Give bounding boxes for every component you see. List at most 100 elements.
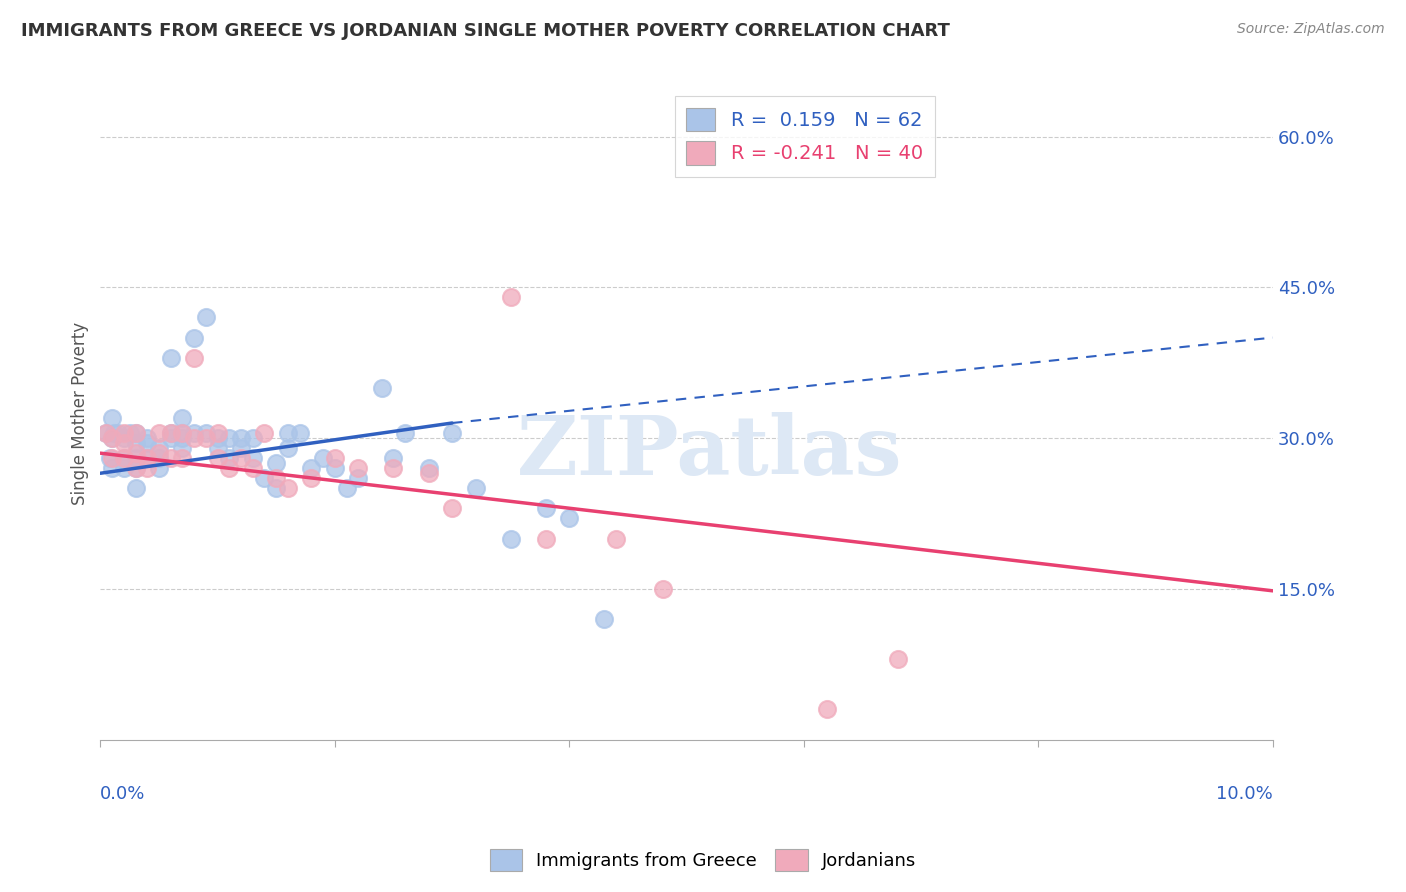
Point bbox=[172, 451, 194, 466]
Point bbox=[159, 425, 181, 440]
Point bbox=[172, 411, 194, 425]
Point bbox=[218, 451, 240, 466]
Point bbox=[394, 425, 416, 440]
Point bbox=[335, 481, 357, 495]
Point bbox=[112, 431, 135, 445]
Point bbox=[499, 290, 522, 304]
Point bbox=[194, 425, 217, 440]
Point bbox=[242, 431, 264, 445]
Point bbox=[253, 471, 276, 485]
Point bbox=[229, 431, 252, 445]
Point bbox=[288, 425, 311, 440]
Point bbox=[112, 461, 135, 475]
Point bbox=[124, 451, 146, 466]
Point bbox=[101, 431, 124, 445]
Point bbox=[299, 471, 322, 485]
Point bbox=[136, 461, 159, 475]
Point bbox=[124, 446, 146, 460]
Point bbox=[194, 310, 217, 325]
Point bbox=[264, 456, 287, 470]
Point bbox=[371, 381, 394, 395]
Point bbox=[418, 461, 440, 475]
Point bbox=[264, 471, 287, 485]
Point bbox=[124, 481, 146, 495]
Point bbox=[253, 425, 276, 440]
Point bbox=[148, 461, 170, 475]
Text: Source: ZipAtlas.com: Source: ZipAtlas.com bbox=[1237, 22, 1385, 37]
Point bbox=[172, 425, 194, 440]
Point bbox=[124, 461, 146, 475]
Text: IMMIGRANTS FROM GREECE VS JORDANIAN SINGLE MOTHER POVERTY CORRELATION CHART: IMMIGRANTS FROM GREECE VS JORDANIAN SING… bbox=[21, 22, 950, 40]
Point bbox=[112, 451, 135, 466]
Point bbox=[107, 425, 129, 440]
Point bbox=[382, 451, 405, 466]
Point bbox=[172, 441, 194, 455]
Point bbox=[101, 461, 124, 475]
Point bbox=[277, 481, 299, 495]
Point bbox=[136, 451, 159, 466]
Point bbox=[277, 441, 299, 455]
Point bbox=[101, 431, 124, 445]
Text: ZIPatlas: ZIPatlas bbox=[517, 412, 903, 492]
Point bbox=[207, 451, 229, 466]
Point bbox=[136, 431, 159, 445]
Point bbox=[347, 471, 370, 485]
Point bbox=[499, 532, 522, 546]
Point bbox=[652, 582, 675, 596]
Point bbox=[183, 351, 205, 365]
Point bbox=[242, 451, 264, 466]
Point bbox=[299, 461, 322, 475]
Point bbox=[112, 436, 135, 450]
Point bbox=[207, 441, 229, 455]
Point bbox=[96, 425, 118, 440]
Point bbox=[103, 425, 125, 440]
Point bbox=[207, 425, 229, 440]
Point bbox=[98, 451, 121, 466]
Point bbox=[159, 351, 181, 365]
Point bbox=[183, 431, 205, 445]
Point bbox=[124, 425, 146, 440]
Point bbox=[534, 501, 557, 516]
Point bbox=[264, 481, 287, 495]
Point bbox=[159, 425, 181, 440]
Point bbox=[277, 425, 299, 440]
Point bbox=[172, 425, 194, 440]
Point bbox=[148, 425, 170, 440]
Point bbox=[218, 431, 240, 445]
Point bbox=[815, 702, 838, 716]
Point bbox=[136, 451, 159, 466]
Point bbox=[218, 461, 240, 475]
Point bbox=[148, 446, 170, 460]
Legend: R =  0.159   N = 62, R = -0.241   N = 40: R = 0.159 N = 62, R = -0.241 N = 40 bbox=[675, 96, 935, 177]
Point bbox=[124, 461, 146, 475]
Point bbox=[605, 532, 627, 546]
Point bbox=[148, 451, 170, 466]
Point bbox=[136, 436, 159, 450]
Point bbox=[194, 431, 217, 445]
Point bbox=[101, 411, 124, 425]
Text: 0.0%: 0.0% bbox=[100, 785, 146, 804]
Legend: Immigrants from Greece, Jordanians: Immigrants from Greece, Jordanians bbox=[482, 842, 924, 879]
Point bbox=[183, 425, 205, 440]
Point bbox=[229, 441, 252, 455]
Point bbox=[886, 652, 908, 666]
Point bbox=[124, 425, 146, 440]
Point bbox=[534, 532, 557, 546]
Point bbox=[464, 481, 486, 495]
Point bbox=[382, 461, 405, 475]
Point bbox=[242, 461, 264, 475]
Point bbox=[441, 501, 464, 516]
Point bbox=[112, 425, 135, 440]
Y-axis label: Single Mother Poverty: Single Mother Poverty bbox=[72, 321, 89, 505]
Point bbox=[183, 330, 205, 344]
Point bbox=[418, 467, 440, 481]
Point bbox=[101, 451, 124, 466]
Point bbox=[96, 425, 118, 440]
Point bbox=[118, 425, 141, 440]
Point bbox=[558, 511, 581, 525]
Point bbox=[112, 451, 135, 466]
Point bbox=[159, 451, 181, 466]
Point bbox=[323, 451, 346, 466]
Point bbox=[347, 461, 370, 475]
Point bbox=[159, 431, 181, 445]
